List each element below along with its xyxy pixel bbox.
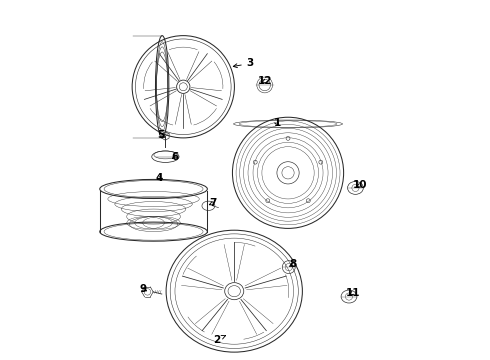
Text: 8: 8 <box>290 259 297 269</box>
Text: 1: 1 <box>273 118 281 128</box>
Text: 5: 5 <box>157 130 165 140</box>
Text: 3: 3 <box>233 58 254 68</box>
Text: 2: 2 <box>213 334 225 345</box>
Text: 6: 6 <box>172 152 179 162</box>
Text: 9: 9 <box>139 284 147 294</box>
Text: 12: 12 <box>257 76 272 86</box>
Text: 7: 7 <box>209 198 217 208</box>
Text: 11: 11 <box>345 288 360 298</box>
Text: 10: 10 <box>352 180 367 190</box>
Text: 4: 4 <box>155 173 163 183</box>
